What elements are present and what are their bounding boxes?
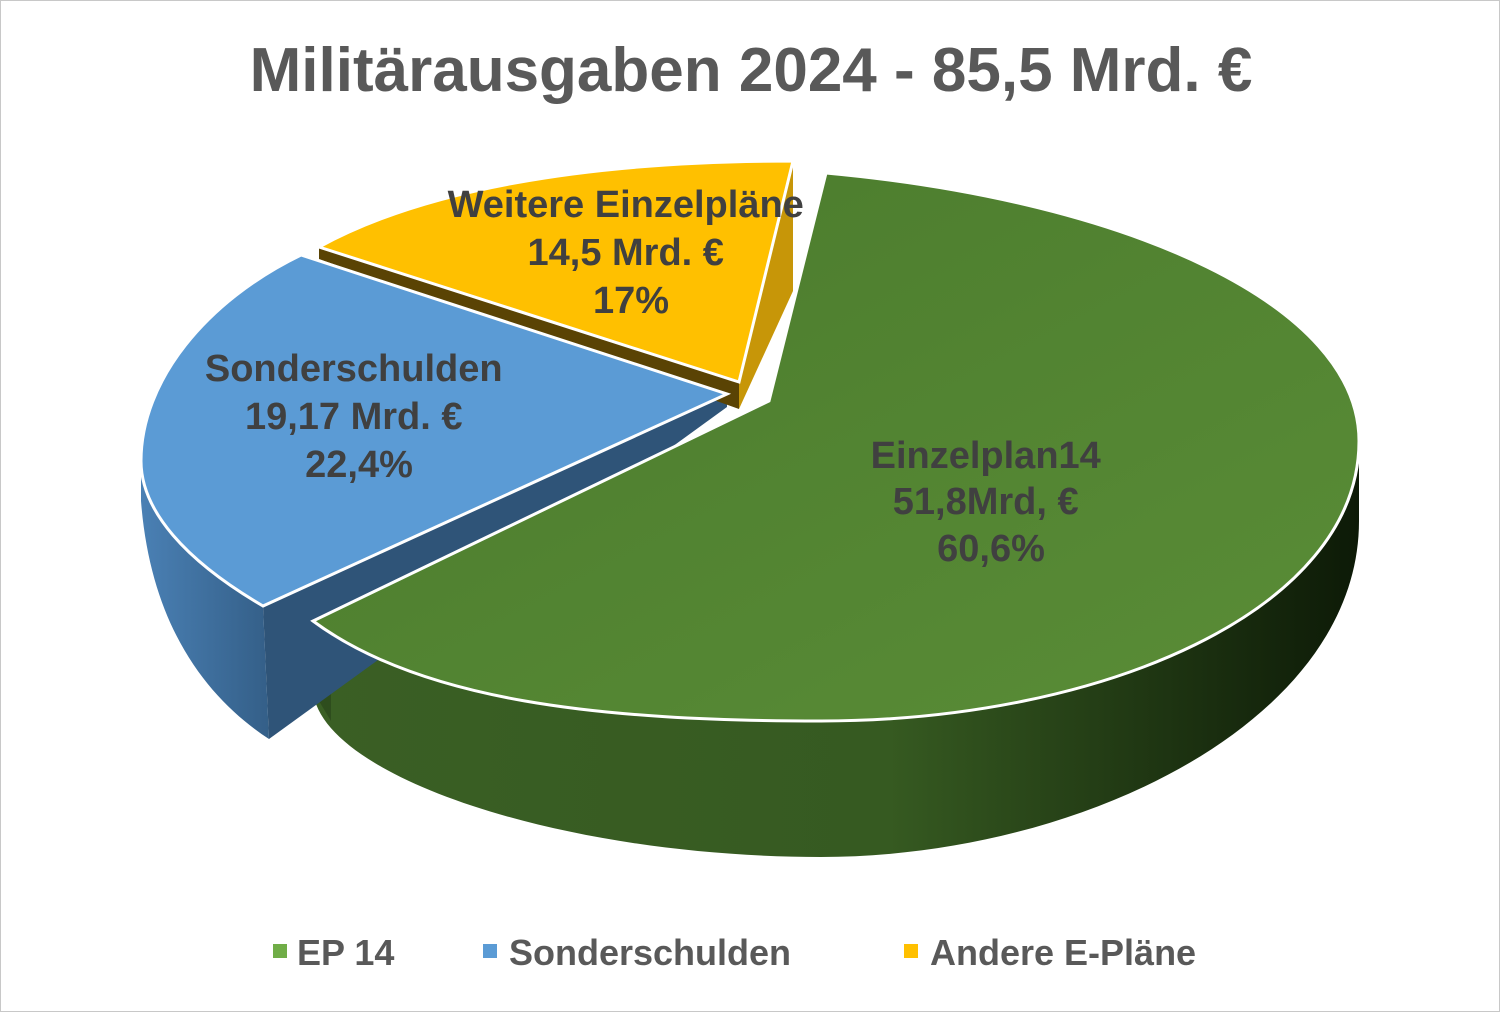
slice-edge-andere bbox=[739, 161, 793, 409]
data-label-sonderschulden-line1: Sonderschulden bbox=[205, 348, 503, 390]
data-label-sonderschulden-line2: 19,17 Mrd. € bbox=[245, 396, 463, 438]
slice-andere bbox=[315, 159, 795, 384]
legend-label-ep14: EP 14 bbox=[297, 932, 394, 973]
slice-ep14 bbox=[310, 171, 1361, 723]
pie-tops bbox=[139, 159, 1361, 723]
data-label-sonderschulden-line3: 22,4% bbox=[305, 444, 413, 486]
slice-sonderschulden bbox=[139, 253, 732, 608]
legend-label-andere: Andere E-Pläne bbox=[930, 932, 1196, 973]
legend-swatch-ep14 bbox=[273, 944, 287, 958]
legend: EP 14 Sonderschulden Andere E-Pläne bbox=[273, 932, 1196, 973]
legend-item-sonderschulden: Sonderschulden bbox=[483, 932, 791, 973]
legend-item-andere: Andere E-Pläne bbox=[904, 932, 1196, 973]
chart-title: Militärausgaben 2024 - 85,5 Mrd. € bbox=[250, 36, 1253, 105]
legend-swatch-andere bbox=[904, 944, 918, 958]
data-label-sonderschulden: Sonderschulden 19,17 Mrd. € 22,4% bbox=[205, 348, 513, 486]
slice-side-sonderschulden bbox=[141, 461, 269, 739]
legend-label-sonderschulden: Sonderschulden bbox=[509, 932, 791, 973]
data-label-ep14: Einzelplan14 51,8Mrd, € 60,6% bbox=[871, 435, 1112, 570]
legend-item-ep14: EP 14 bbox=[273, 932, 394, 973]
data-label-andere-line2: 14,5 Mrd. € bbox=[528, 232, 724, 274]
data-label-ep14-line1: Einzelplan14 bbox=[871, 435, 1101, 477]
slice-side-ep14 bbox=[313, 441, 1359, 857]
data-label-ep14-line2: 51,8Mrd, € bbox=[893, 481, 1079, 523]
data-label-andere: Weitere Einzelpläne 14,5 Mrd. € 17% bbox=[448, 184, 815, 322]
data-label-andere-line3: 17% bbox=[593, 280, 669, 322]
data-label-andere-line1: Weitere Einzelpläne bbox=[448, 184, 804, 226]
data-label-ep14-line3: 60,6% bbox=[937, 528, 1045, 570]
legend-swatch-sonderschulden bbox=[483, 944, 497, 958]
data-labels: Einzelplan14 51,8Mrd, € 60,6% Sonderschu… bbox=[205, 184, 1112, 570]
